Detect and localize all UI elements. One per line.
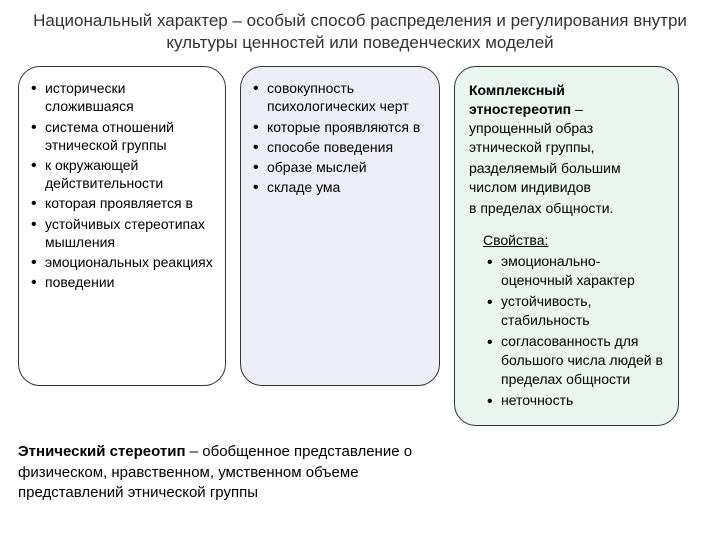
column-3-box: Комплексный этностереотип – упрощенный о… (454, 66, 679, 426)
list-item: которые проявляются в (267, 118, 427, 136)
bottom-note: Этнический стереотип – обобщенное предст… (18, 442, 448, 503)
list-item: устойчивых стереотипах мышления (45, 215, 213, 251)
list-item: способе поведения (267, 138, 427, 156)
list-item: эмоциональных реакциях (45, 253, 213, 271)
list-item: устойчивость, стабильность (501, 292, 666, 330)
col3-heading-bold: Комплексный этностереотип (469, 82, 571, 117)
list-item: эмоционально-оценочный характер (501, 252, 666, 290)
list-item: согласованность для большого числа людей… (501, 332, 666, 389)
columns-container: исторически сложившаяся система отношени… (18, 66, 702, 426)
list-item: которая проявляется в (45, 194, 213, 212)
column-1-box: исторически сложившаяся система отношени… (18, 66, 226, 386)
col3-line3: в пределах общности. (469, 199, 666, 218)
column-2-box: совокупность психологических черт которы… (240, 66, 440, 386)
col3-sub-label: Свойства (483, 232, 544, 248)
col3-subheading: Свойства: (469, 231, 666, 250)
list-item: совокупность психологических черт (267, 79, 427, 115)
list-item: поведении (45, 273, 213, 291)
list-item: неточность (501, 391, 666, 410)
list-item: к окружающей действительности (45, 156, 213, 192)
list-item: образе мыслей (267, 158, 427, 176)
list-item: исторически сложившаяся (45, 79, 213, 115)
col3-sub-colon: : (544, 232, 548, 248)
col3-line2: разделяемый большим числом индивидов (469, 159, 666, 197)
list-item: система отношений этнической группы (45, 118, 213, 154)
column-1-list: исторически сложившаяся система отношени… (27, 79, 213, 291)
col3-heading: Комплексный этностереотип – упрощенный о… (469, 81, 666, 157)
column-3-list: эмоционально-оценочный характер устойчив… (469, 252, 666, 409)
bottom-note-bold: Этнический стереотип (18, 443, 186, 460)
list-item: складе ума (267, 178, 427, 196)
page-title: Национальный характер – особый способ ра… (18, 10, 702, 54)
column-2-list: совокупность психологических черт которы… (249, 79, 427, 196)
